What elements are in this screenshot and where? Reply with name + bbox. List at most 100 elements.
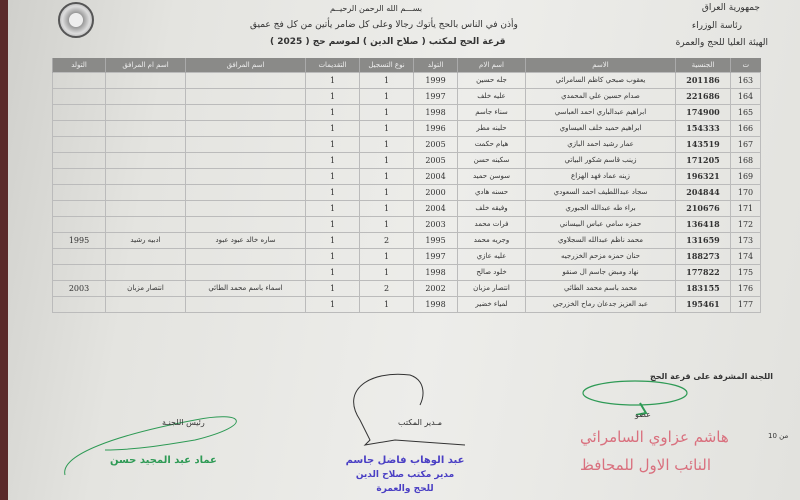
table-cell: 166 <box>730 119 761 137</box>
table-cell: 1 <box>359 247 414 265</box>
table-cell: جله حسين <box>457 71 526 89</box>
table-cell: 1 <box>305 199 360 217</box>
table-row: 175 177822 نهاد ومبض جاسم ال صنقو خلود صالح… <box>52 263 761 281</box>
ministry-title: رئاسة الوزراء <box>691 21 742 31</box>
table-cell: 1 <box>305 151 360 169</box>
table-cell: 1998 <box>413 263 458 281</box>
table-cell: عمار رشيد احمد البازي <box>525 135 676 153</box>
table-cell: 204844 <box>675 183 731 201</box>
table-cell: 201186 <box>675 71 731 89</box>
table-cell: 136418 <box>675 215 731 233</box>
table-cell: 1 <box>359 135 414 153</box>
table-row: 163 201186 يعقوب صبحي كاظم السامرائي جله حس… <box>52 71 761 89</box>
table-cell: 1 <box>359 263 414 281</box>
table-cell: 1 <box>359 183 414 201</box>
table-cell: 171205 <box>675 151 731 169</box>
table-cell: 1 <box>359 119 414 137</box>
table-cell: محمد باسم محمد الطائي <box>525 279 676 297</box>
table-cell <box>105 263 186 281</box>
table-cell: 1995 <box>52 231 106 249</box>
table-cell: 1 <box>305 263 360 281</box>
table-cell <box>185 87 306 105</box>
table-cell: 170 <box>730 183 761 201</box>
table-cell: 143519 <box>675 135 731 153</box>
table-cell <box>52 263 106 281</box>
pilgrims-table: ت الجنسية الاسم اسم الام التولد نوع التسجيل ال… <box>52 58 761 313</box>
table-cell: 1 <box>305 183 360 201</box>
table-cell: 1 <box>305 71 360 89</box>
table-cell <box>105 71 186 89</box>
table-cell: 1 <box>305 215 360 233</box>
blue-stamp-name: عبد الوهاب فاضل جاسم <box>345 455 465 466</box>
table-cell: 1 <box>305 247 360 265</box>
member-label: عضو <box>635 410 651 419</box>
table-cell: 177 <box>730 295 761 313</box>
blue-stamp-title: مدير مكتب صلاح الدين <box>355 470 455 480</box>
table-cell: وفيقه خلف <box>457 199 526 217</box>
column-header: ت <box>730 58 761 72</box>
table-cell <box>52 119 106 137</box>
table-cell <box>52 103 106 121</box>
table-cell: 154333 <box>675 119 731 137</box>
table-cell: محمد ناظم عبدالله السجلاوي <box>525 231 676 249</box>
table-cell: 1999 <box>413 71 458 89</box>
table-cell: 1 <box>305 103 360 121</box>
table-cell <box>105 183 186 201</box>
table-cell: 1997 <box>413 87 458 105</box>
column-header: اسم الام <box>457 58 526 72</box>
table-row: 171 210676 براء طه عبدالله الجبوري وفيقه خل… <box>52 199 761 217</box>
manager-signature-icon <box>353 373 465 446</box>
column-header: نوع التسجيل <box>359 58 414 72</box>
table-cell: 168 <box>730 151 761 169</box>
column-header: التقديمات <box>305 58 360 72</box>
table-row: 166 154333 ابراهيم حميد خلف العيساوي حلينه … <box>52 119 761 137</box>
office-manager-label: مـدير المكتب <box>398 418 442 427</box>
table-cell <box>105 295 186 313</box>
table-cell: سكينه حسن <box>457 151 526 169</box>
table-cell: 2004 <box>413 199 458 217</box>
table-cell: 165 <box>730 103 761 121</box>
table-cell <box>105 167 186 185</box>
table-cell: فرات محمد <box>457 215 526 233</box>
table-cell: 1997 <box>413 247 458 265</box>
table-cell: 1 <box>305 119 360 137</box>
table-cell <box>105 215 186 233</box>
table-cell: 1 <box>305 167 360 185</box>
table-cell: 177822 <box>675 263 731 281</box>
table-cell: 2005 <box>413 151 458 169</box>
table-cell: ساره خالد عبود عبود <box>185 231 306 249</box>
table-cell: 2000 <box>413 183 458 201</box>
table-cell <box>185 199 306 217</box>
blue-stamp-sub: للحج والعمرة <box>376 484 434 494</box>
table-cell: 163 <box>730 71 761 89</box>
table-cell <box>52 215 106 233</box>
table-cell: 2004 <box>413 167 458 185</box>
table-cell: عبد العزيز جدعان رماح الخزرجي <box>525 295 676 313</box>
table-cell: 1996 <box>413 119 458 137</box>
table-cell: 173 <box>730 231 761 249</box>
table-cell: 1998 <box>413 295 458 313</box>
red-stamp-name: هاشم عزاوي السامرائي <box>580 428 729 446</box>
table-cell <box>185 103 306 121</box>
table-cell: حسنه هادي <box>457 183 526 201</box>
table-cell <box>185 135 306 153</box>
table-cell: هيام حكمت <box>457 135 526 153</box>
chairman-signature-icon <box>64 416 237 476</box>
green-signature-icon <box>582 380 688 415</box>
table-cell: 1 <box>359 199 414 217</box>
table-cell <box>185 151 306 169</box>
table-cell: 2003 <box>52 279 106 297</box>
table-row: 172 136418 حمزه سامي عباس البيساني فرات محم… <box>52 215 761 233</box>
table-cell <box>105 87 186 105</box>
table-cell: سوسن حميد <box>457 167 526 185</box>
table-cell <box>105 135 186 153</box>
basmala: بســـم الله الرحمن الرحيــم <box>330 4 423 13</box>
table-row: 173 131659 محمد ناظم عبدالله السجلاوي وجريه… <box>52 231 761 249</box>
table-cell: 174 <box>730 247 761 265</box>
table-cell <box>185 263 306 281</box>
table-cell: زينه عماد فهد الهزاع <box>525 167 676 185</box>
table-cell: سناء جاسم <box>457 103 526 121</box>
table-cell <box>185 183 306 201</box>
table-cell <box>52 295 106 313</box>
column-header: اسم المرافق <box>185 58 306 72</box>
